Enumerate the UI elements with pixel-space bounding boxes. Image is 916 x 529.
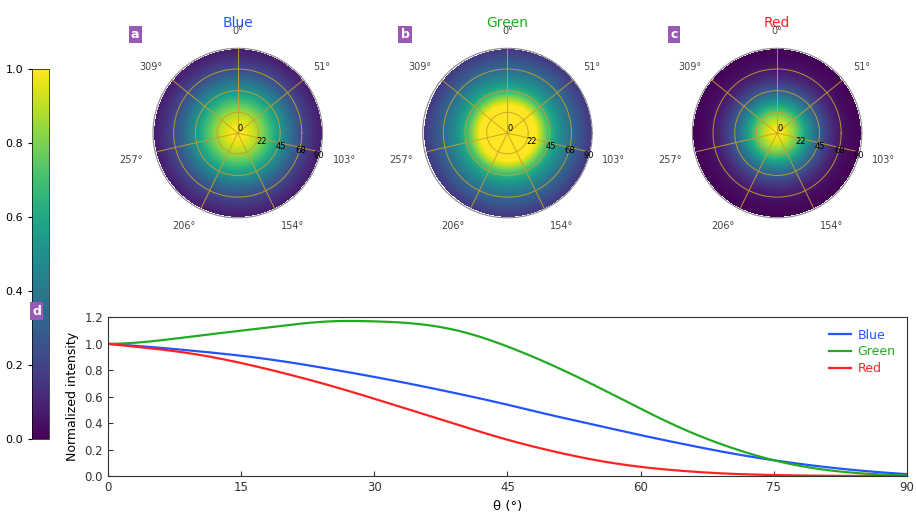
Legend: Blue, Green, Red: Blue, Green, Red xyxy=(823,324,900,380)
Text: 22: 22 xyxy=(796,138,806,147)
Green xyxy=(103,341,114,347)
Text: 22: 22 xyxy=(526,138,537,147)
Text: 0: 0 xyxy=(237,124,243,133)
Green xyxy=(365,318,376,324)
Text: 206°: 206° xyxy=(711,221,735,231)
Y-axis label: Normalized intensity: Normalized intensity xyxy=(66,332,79,461)
Red xyxy=(901,473,912,479)
Text: 68: 68 xyxy=(565,147,575,156)
X-axis label: θ (°): θ (°) xyxy=(493,499,522,513)
Blue xyxy=(199,349,210,355)
Red xyxy=(605,460,616,466)
Text: 103°: 103° xyxy=(872,155,895,165)
Text: 0: 0 xyxy=(777,124,782,133)
Text: b: b xyxy=(400,28,409,41)
Text: 22: 22 xyxy=(256,138,267,147)
Blue xyxy=(363,372,374,379)
Text: 45: 45 xyxy=(545,142,556,151)
Text: 103°: 103° xyxy=(333,155,356,165)
Green xyxy=(199,332,210,338)
Text: 309°: 309° xyxy=(409,62,431,72)
Text: 154°: 154° xyxy=(820,221,843,231)
Text: d: d xyxy=(32,305,41,318)
Green xyxy=(901,472,912,479)
Text: 45: 45 xyxy=(276,142,287,151)
Text: 90: 90 xyxy=(314,151,324,160)
Line: Red: Red xyxy=(108,344,907,476)
Red xyxy=(199,352,210,359)
Red xyxy=(103,341,114,347)
Text: 51°: 51° xyxy=(583,62,600,72)
Red xyxy=(679,468,690,474)
Text: 0: 0 xyxy=(507,124,513,133)
Text: 45: 45 xyxy=(815,142,825,151)
Text: 90: 90 xyxy=(583,151,594,160)
Text: Blue: Blue xyxy=(223,16,253,30)
Text: 90: 90 xyxy=(853,151,864,160)
Text: 206°: 206° xyxy=(172,221,195,231)
Text: c: c xyxy=(671,28,678,41)
Text: 0°: 0° xyxy=(502,25,513,35)
Text: 309°: 309° xyxy=(139,62,162,72)
Text: 257°: 257° xyxy=(119,155,143,165)
Blue xyxy=(419,384,430,390)
Text: 51°: 51° xyxy=(853,62,870,72)
Line: Blue: Blue xyxy=(108,344,907,474)
Text: 103°: 103° xyxy=(603,155,626,165)
Text: 154°: 154° xyxy=(551,221,573,231)
Red xyxy=(363,394,374,400)
Text: 51°: 51° xyxy=(313,62,331,72)
Text: 68: 68 xyxy=(834,147,845,156)
Blue xyxy=(901,471,912,477)
Blue xyxy=(103,341,114,347)
Text: 154°: 154° xyxy=(280,221,304,231)
Green xyxy=(682,427,692,434)
Text: Green: Green xyxy=(486,16,529,30)
Text: 206°: 206° xyxy=(442,221,464,231)
Line: Green: Green xyxy=(108,321,907,476)
Text: Red: Red xyxy=(764,16,791,30)
Text: 257°: 257° xyxy=(659,155,682,165)
Text: 309°: 309° xyxy=(678,62,702,72)
Text: 257°: 257° xyxy=(389,155,412,165)
Blue xyxy=(679,441,690,448)
Green xyxy=(685,429,696,435)
Blue xyxy=(683,442,694,448)
Red xyxy=(683,468,694,475)
Green xyxy=(420,322,431,328)
Green xyxy=(607,391,618,398)
Text: 0°: 0° xyxy=(233,25,244,35)
Red xyxy=(419,411,430,417)
Text: 0°: 0° xyxy=(771,25,782,35)
Blue xyxy=(605,425,616,432)
Text: a: a xyxy=(131,28,139,41)
Green xyxy=(344,318,355,324)
Text: 68: 68 xyxy=(295,147,306,156)
